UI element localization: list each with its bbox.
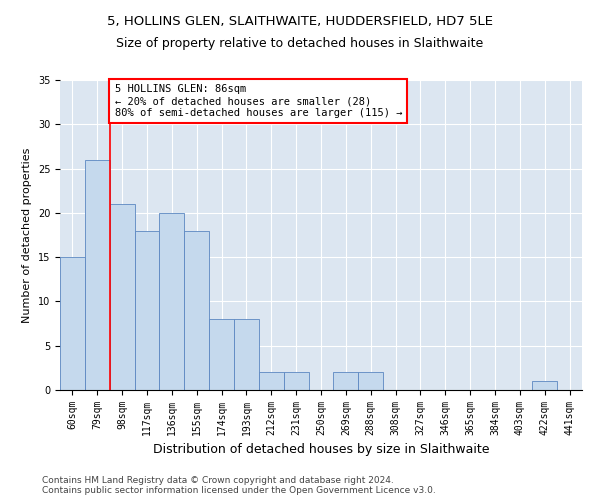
Bar bbox=[85, 160, 110, 390]
Text: Contains public sector information licensed under the Open Government Licence v3: Contains public sector information licen… bbox=[42, 486, 436, 495]
Text: Size of property relative to detached houses in Slaithwaite: Size of property relative to detached ho… bbox=[116, 38, 484, 51]
Bar bbox=[284, 372, 308, 390]
Y-axis label: Number of detached properties: Number of detached properties bbox=[22, 148, 32, 322]
X-axis label: Distribution of detached houses by size in Slaithwaite: Distribution of detached houses by size … bbox=[153, 444, 489, 456]
Bar bbox=[160, 213, 184, 390]
Bar bbox=[209, 319, 234, 390]
Bar bbox=[234, 319, 259, 390]
Bar bbox=[134, 230, 160, 390]
Bar bbox=[532, 381, 557, 390]
Bar bbox=[358, 372, 383, 390]
Bar bbox=[60, 257, 85, 390]
Text: 5 HOLLINS GLEN: 86sqm
← 20% of detached houses are smaller (28)
80% of semi-deta: 5 HOLLINS GLEN: 86sqm ← 20% of detached … bbox=[115, 84, 402, 117]
Text: 5, HOLLINS GLEN, SLAITHWAITE, HUDDERSFIELD, HD7 5LE: 5, HOLLINS GLEN, SLAITHWAITE, HUDDERSFIE… bbox=[107, 15, 493, 28]
Text: Contains HM Land Registry data © Crown copyright and database right 2024.: Contains HM Land Registry data © Crown c… bbox=[42, 476, 394, 485]
Bar bbox=[184, 230, 209, 390]
Bar bbox=[334, 372, 358, 390]
Bar bbox=[259, 372, 284, 390]
Bar bbox=[110, 204, 134, 390]
